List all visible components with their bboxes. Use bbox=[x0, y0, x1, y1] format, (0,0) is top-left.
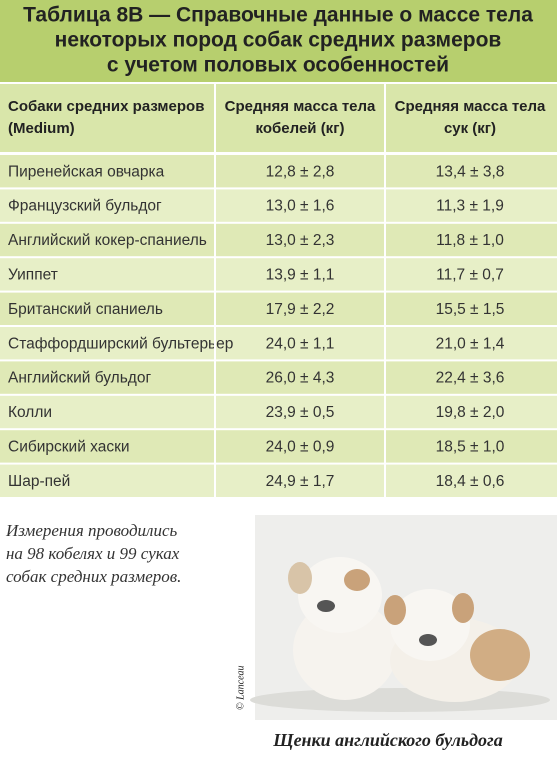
puppy-nose bbox=[419, 634, 437, 646]
table-cell: Английский кокер-спаниель bbox=[8, 232, 207, 249]
table-cell: 18,4 ± 0,6 bbox=[436, 473, 505, 490]
column-header: Средняя масса тела bbox=[395, 98, 546, 115]
table-cell: Английский бульдог bbox=[8, 370, 151, 387]
title-line: Таблица 8В — Справочные данные о массе т… bbox=[23, 4, 533, 27]
table-cell: 11,7 ± 0,7 bbox=[436, 266, 504, 283]
table-cell: 21,0 ± 1,4 bbox=[436, 335, 505, 352]
table-row bbox=[0, 327, 557, 360]
table-row bbox=[0, 258, 557, 291]
photo-caption: Щенки английского бульдога bbox=[272, 730, 502, 750]
puppy-head bbox=[298, 557, 382, 633]
table-cell: 12,8 ± 2,8 bbox=[266, 163, 335, 180]
table-cell: Стаффордширский бультерьер bbox=[8, 335, 233, 352]
table-cell: 26,0 ± 4,3 bbox=[266, 370, 335, 387]
table-cell: Шар-пей bbox=[8, 473, 70, 490]
puppy-head bbox=[390, 589, 470, 661]
table-row bbox=[0, 223, 557, 257]
column-header: кобелей (кг) bbox=[256, 120, 345, 137]
table-cell: 23,9 ± 0,5 bbox=[266, 404, 335, 421]
table-cell: 11,3 ± 1,9 bbox=[436, 198, 504, 215]
table-cell: Уиппет bbox=[8, 266, 58, 283]
title-band bbox=[0, 0, 557, 82]
table-cell: 13,0 ± 1,6 bbox=[266, 198, 335, 215]
table-row bbox=[0, 464, 557, 497]
table-cell: 15,5 ± 1,5 bbox=[436, 301, 505, 318]
title-line: с учетом половых особенностей bbox=[107, 54, 449, 77]
table-cell: 18,5 ± 1,0 bbox=[436, 438, 505, 455]
table-cell: 22,4 ± 3,6 bbox=[436, 370, 505, 387]
photo-credit: © Lanceau bbox=[235, 665, 246, 710]
note-line: собак средних размеров. bbox=[6, 567, 181, 586]
table-cell: Пиренейская овчарка bbox=[8, 163, 165, 180]
puppy-patch bbox=[344, 569, 370, 591]
table-row bbox=[0, 155, 557, 188]
table-cell: Колли bbox=[8, 404, 52, 421]
table-body: Пиренейская овчарка 12,8 ± 2,8 13,4 ± 3,8 Ф… bbox=[0, 155, 557, 497]
column-header: сук (кг) bbox=[444, 120, 496, 137]
table-cell: Французский бульдог bbox=[8, 198, 162, 215]
puppy-patch bbox=[470, 629, 530, 681]
photo bbox=[250, 515, 557, 720]
table-cell: Сибирский хаски bbox=[8, 438, 130, 455]
puppy-ear bbox=[452, 593, 474, 623]
table-cell: 19,8 ± 2,0 bbox=[436, 404, 505, 421]
shadow bbox=[250, 688, 550, 712]
table-cell: 13,9 ± 1,1 bbox=[266, 266, 335, 283]
table-row bbox=[0, 292, 557, 325]
puppy-ear bbox=[384, 595, 406, 625]
puppy-ear bbox=[288, 562, 312, 594]
table-row bbox=[0, 430, 557, 463]
column-header: Средняя масса тела bbox=[225, 98, 376, 115]
table-row bbox=[0, 361, 557, 394]
table-row bbox=[0, 189, 557, 222]
header-band bbox=[0, 84, 557, 152]
puppy-nose bbox=[317, 600, 335, 612]
table-cell: 13,4 ± 3,8 bbox=[436, 163, 505, 180]
table-cell: 17,9 ± 2,2 bbox=[266, 301, 335, 318]
table-cell: 24,0 ± 0,9 bbox=[266, 438, 335, 455]
table-cell: 13,0 ± 2,3 bbox=[266, 232, 335, 249]
column-header: Собаки средних размеров bbox=[8, 98, 204, 115]
title-line: некоторых пород собак средних размеров bbox=[55, 29, 502, 52]
note-line: Измерения проводились bbox=[5, 521, 178, 540]
table-row bbox=[0, 395, 557, 429]
table-cell: 24,0 ± 1,1 bbox=[266, 335, 335, 352]
note-line: на 98 кобелях и 99 суках bbox=[6, 544, 180, 563]
table-cell: 11,8 ± 1,0 bbox=[436, 232, 504, 249]
table-cell: Британский спаниель bbox=[8, 301, 163, 318]
table-cell: 24,9 ± 1,7 bbox=[266, 473, 335, 490]
column-header: (Medium) bbox=[8, 120, 75, 137]
